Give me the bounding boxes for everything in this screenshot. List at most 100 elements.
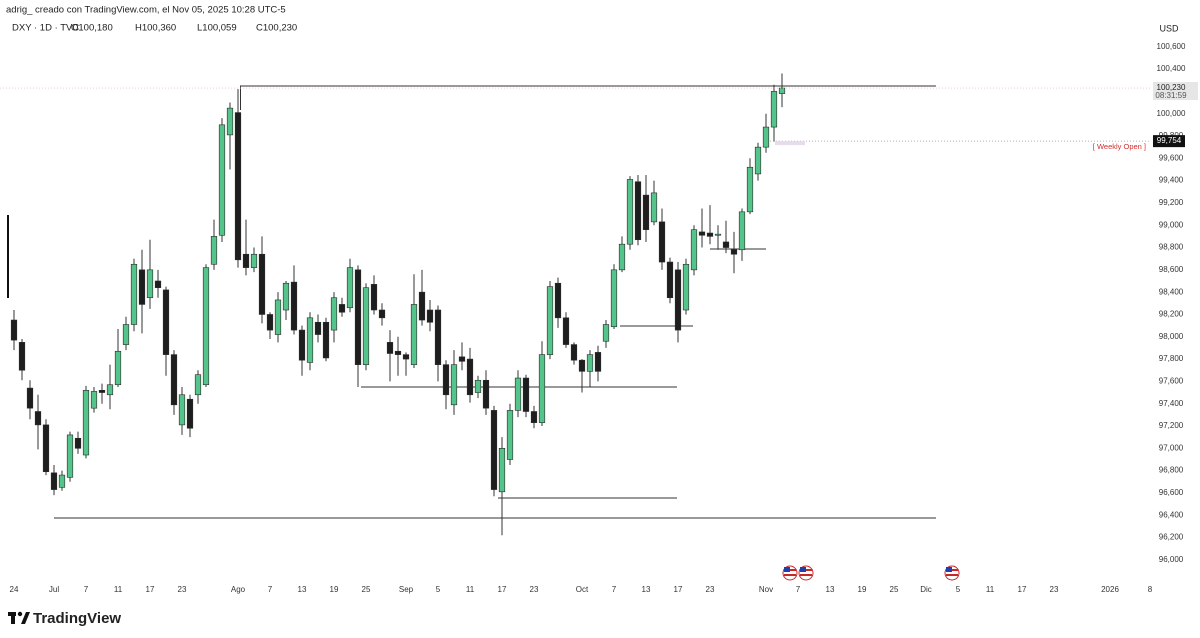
- x-tick-label: 11: [466, 585, 475, 594]
- x-tick-label: 7: [268, 585, 273, 594]
- candle-body: [330, 297, 338, 331]
- candle-body: [586, 354, 594, 372]
- candle-body: [114, 350, 122, 386]
- candle-body: [730, 249, 738, 255]
- candle-body: [370, 284, 378, 311]
- candle-body: [58, 474, 66, 488]
- x-tick-label: Nov: [759, 585, 773, 594]
- candle-body: [170, 354, 178, 406]
- symbol: DXY · 1D · TVC: [12, 23, 79, 34]
- candle-body: [346, 267, 354, 309]
- event-flags: [782, 565, 960, 581]
- candle-body: [74, 437, 82, 449]
- y-tick-label: 98,600: [1159, 265, 1184, 274]
- y-tick-label: 100,400: [1157, 64, 1186, 73]
- x-tick-label: 23: [178, 585, 187, 594]
- plot-area: 96,000 96,200 96,400 96,600 96,800 97,000 97,2…: [0, 42, 1198, 594]
- candle-body: [106, 384, 114, 396]
- candle-body: [674, 269, 682, 331]
- flag: [944, 565, 960, 581]
- x-tick-label: 7: [612, 585, 617, 594]
- candle-body: [186, 398, 194, 429]
- candle-body: [418, 291, 426, 321]
- candle-body: [626, 179, 634, 245]
- candle-body: [122, 324, 130, 345]
- x-tick-label: Ago: [231, 585, 246, 594]
- x-tick-label: 23: [1050, 585, 1059, 594]
- candle-body: [274, 299, 282, 335]
- x-tick-label: 17: [146, 585, 155, 594]
- y-tick-label: 100,000: [1157, 109, 1186, 118]
- price-countdown: 08:31:59: [1155, 91, 1187, 100]
- x-tick-label: 23: [530, 585, 539, 594]
- candle-body: [138, 269, 146, 305]
- candle-body: [266, 314, 274, 331]
- candle-body: [162, 289, 170, 355]
- candle-body: [306, 317, 314, 363]
- y-tick-label: 97,200: [1159, 421, 1184, 430]
- x-tick-label: 7: [84, 585, 89, 594]
- candle-body: [490, 410, 498, 490]
- candle-body: [82, 390, 90, 456]
- ohlc-low: L100,059: [197, 23, 237, 34]
- candle-body: [770, 91, 778, 128]
- candle-body: [570, 344, 578, 361]
- ohlc-close: C100,230: [256, 23, 297, 34]
- x-tick-label: 8: [1148, 585, 1153, 594]
- axis-unit: USD: [1159, 23, 1179, 33]
- x-tick-label: Oct: [576, 585, 589, 594]
- y-tick-label: 96,200: [1159, 533, 1184, 542]
- candle-body: [562, 317, 570, 345]
- ohlc-high: H100,360: [135, 23, 176, 34]
- y-tick-label: 99,000: [1159, 220, 1184, 229]
- x-tick-label: Jul: [49, 585, 59, 594]
- candle-body: [738, 211, 746, 251]
- candle-body: [10, 319, 18, 341]
- candle-body: [154, 280, 162, 288]
- x-tick-label: 2026: [1101, 585, 1119, 594]
- y-tick-label: 98,200: [1159, 310, 1184, 319]
- candle-body: [26, 387, 34, 409]
- candle-body: [362, 287, 370, 365]
- candle-body: [410, 304, 418, 365]
- candle-body: [42, 424, 50, 473]
- candle-body: [90, 391, 98, 409]
- x-tick-label: 25: [362, 585, 371, 594]
- x-tick-label: 11: [114, 585, 123, 594]
- candle-body: [66, 434, 74, 478]
- candle-body: [450, 364, 458, 406]
- candle-body: [378, 309, 386, 319]
- author-line: adrig_ creado con TradingView.com, el No…: [6, 5, 286, 16]
- x-tick-label: 17: [498, 585, 507, 594]
- candle-body: [546, 286, 554, 355]
- x-tick-label: 5: [436, 585, 441, 594]
- x-tick-label: 17: [674, 585, 683, 594]
- candle-body: [554, 282, 562, 319]
- candle-body: [298, 329, 306, 361]
- candle-body: [602, 324, 610, 342]
- x-tick-label: Sep: [399, 585, 414, 594]
- flag: [782, 565, 798, 581]
- brand-logo: [8, 611, 30, 624]
- candle-body: [530, 411, 538, 423]
- y-tick-label: 97,400: [1159, 399, 1184, 408]
- x-tick-label: 13: [642, 585, 651, 594]
- candle-body: [578, 359, 586, 372]
- x-tick-label: 24: [10, 585, 19, 594]
- candle-body: [482, 379, 490, 409]
- candle-body: [98, 390, 106, 393]
- y-tick-label: 96,600: [1159, 488, 1184, 497]
- x-tick-label: 19: [858, 585, 867, 594]
- candle-body: [290, 281, 298, 331]
- candle-body: [354, 269, 362, 365]
- candle-body: [130, 263, 138, 325]
- candle-body: [498, 448, 506, 493]
- price-label: 99,754: [1157, 136, 1182, 145]
- candle-body: [466, 358, 474, 396]
- candle-body: [442, 364, 450, 396]
- candle-body: [178, 394, 186, 426]
- weekly-open-zone: [775, 141, 805, 146]
- y-tick-label: 100,600: [1157, 42, 1186, 51]
